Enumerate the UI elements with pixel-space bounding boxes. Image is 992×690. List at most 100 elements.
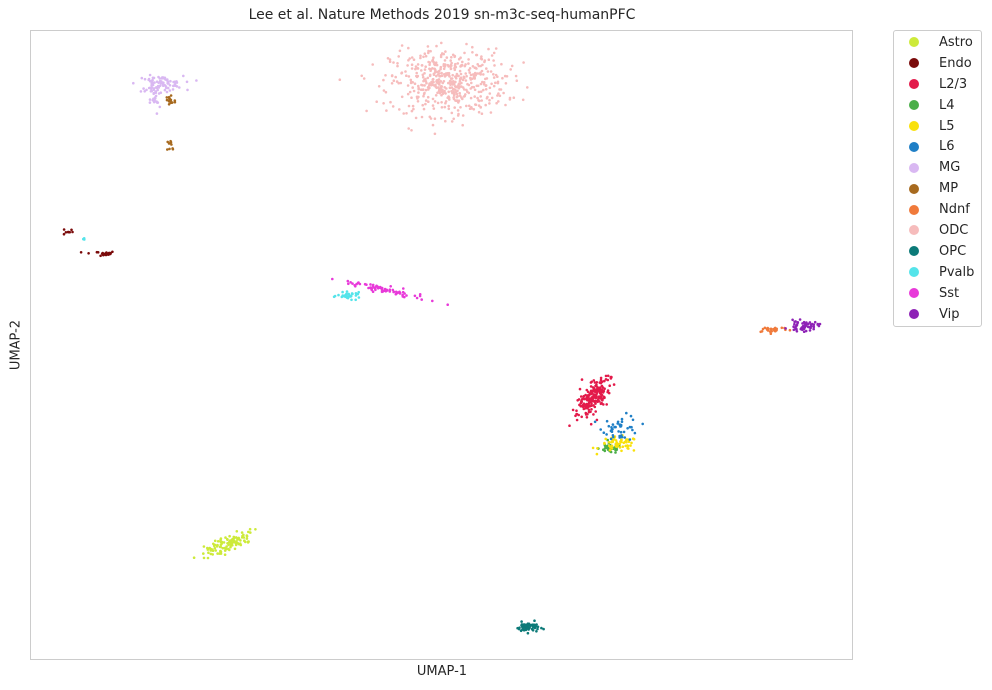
point-odc — [476, 72, 479, 75]
point-vip — [813, 320, 817, 324]
point-odc — [428, 83, 431, 87]
point-mg — [164, 86, 168, 90]
point-l2-3 — [608, 384, 611, 388]
point-odc — [385, 109, 388, 112]
point-odc — [477, 99, 480, 102]
point-odc — [413, 82, 417, 85]
point-odc — [365, 109, 368, 113]
point-odc — [459, 106, 462, 109]
point-mg — [171, 88, 175, 91]
point-mg — [175, 81, 179, 84]
point-odc — [467, 83, 471, 87]
point-pvalb — [357, 296, 361, 299]
point-vip — [807, 325, 811, 329]
point-vip — [802, 327, 806, 331]
point-odc — [444, 100, 448, 103]
point-odc — [421, 73, 425, 77]
point-l6 — [616, 422, 619, 425]
point-ndnf — [767, 327, 770, 331]
point-vip — [802, 330, 806, 334]
point-astro — [247, 540, 250, 543]
point-mg — [140, 76, 144, 80]
point-mp — [166, 140, 169, 144]
point-mg — [156, 88, 159, 92]
point-odc — [447, 107, 451, 111]
point-l2-3 — [612, 383, 616, 386]
point-odc — [422, 92, 426, 96]
point-mg — [165, 90, 169, 94]
point-sst — [380, 288, 384, 292]
point-odc — [483, 60, 486, 64]
point-l6 — [611, 434, 615, 437]
point-odc — [486, 70, 490, 73]
series-endo — [62, 228, 114, 258]
point-sst — [331, 277, 334, 281]
point-astro — [247, 530, 250, 534]
point-endo — [70, 228, 73, 232]
point-odc — [408, 90, 412, 94]
point-mg — [166, 80, 170, 84]
point-odc — [433, 117, 437, 120]
point-odc — [456, 114, 460, 117]
point-pvalb — [357, 290, 361, 294]
point-l5 — [614, 439, 618, 442]
point-l6 — [618, 434, 621, 438]
point-odc — [475, 84, 479, 88]
point-l5 — [610, 444, 614, 448]
point-pvalb — [83, 238, 86, 241]
point-odc — [488, 98, 491, 102]
point-vip — [801, 328, 804, 332]
point-l5 — [626, 444, 630, 448]
point-odc — [452, 117, 456, 121]
point-l2-3 — [598, 386, 602, 389]
point-odc — [465, 104, 468, 108]
point-odc — [443, 75, 447, 78]
point-odc — [439, 55, 443, 59]
point-pvalb — [354, 294, 358, 297]
point-odc — [437, 72, 441, 75]
series-pvalb — [82, 237, 361, 302]
point-ndnf — [772, 327, 776, 331]
point-odc — [427, 49, 430, 53]
point-odc — [398, 108, 401, 111]
point-sst — [413, 294, 417, 298]
point-vip — [818, 322, 822, 326]
point-astro — [239, 543, 243, 547]
point-odc — [494, 47, 498, 50]
point-odc — [490, 96, 494, 100]
legend-item-astro: Astro — [894, 32, 981, 53]
point-odc — [410, 67, 414, 70]
point-odc — [419, 56, 422, 60]
point-odc — [449, 77, 453, 80]
point-vip — [808, 321, 812, 324]
point-endo — [102, 253, 106, 257]
point-astro — [202, 556, 206, 560]
point-odc — [420, 69, 423, 72]
point-odc — [487, 58, 491, 61]
point-odc — [384, 74, 387, 77]
point-odc — [465, 42, 468, 46]
point-l6 — [613, 425, 616, 429]
point-astro — [215, 545, 219, 548]
point-mg — [147, 78, 150, 82]
point-astro — [213, 539, 217, 543]
point-l2-3 — [603, 379, 606, 383]
point-odc — [463, 51, 466, 55]
point-astro — [202, 545, 206, 548]
point-odc — [471, 45, 474, 49]
point-mp — [169, 139, 172, 143]
point-mg — [168, 89, 172, 92]
point-odc — [431, 78, 435, 81]
point-odc — [410, 109, 414, 113]
point-odc — [435, 44, 438, 48]
point-opc — [523, 623, 526, 626]
point-astro — [223, 549, 227, 552]
point-ndnf — [774, 329, 778, 332]
point-astro — [235, 530, 239, 533]
point-astro — [206, 546, 209, 550]
point-odc — [482, 73, 485, 76]
point-astro — [219, 538, 222, 542]
legend: Astro Endo L2/3 L4 L5 L6 MG MP Ndnf ODC OPC Pvalb Ss… — [893, 30, 982, 328]
point-odc — [457, 86, 461, 90]
point-odc — [473, 95, 477, 98]
